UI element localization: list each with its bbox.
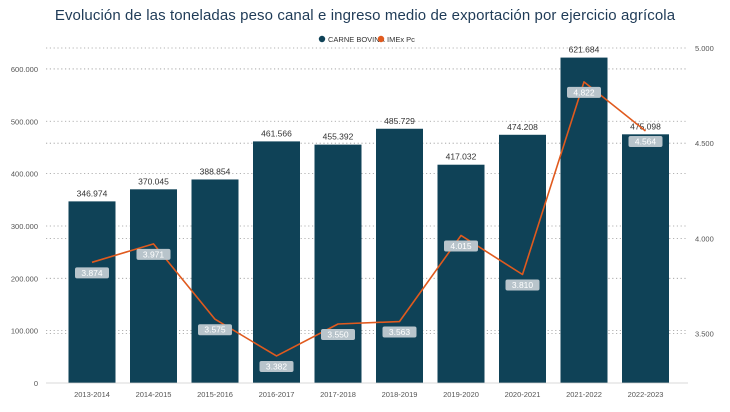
legend-label-line: IMEx Pc (387, 35, 415, 44)
bar (314, 144, 362, 383)
bar-value-label: 370.045 (138, 176, 169, 186)
bar (191, 179, 239, 383)
line-value-badge (505, 279, 540, 291)
line-value-badge (321, 328, 355, 340)
x-tick-label: 2020-2021 (505, 390, 541, 399)
legend-marker-bars (318, 35, 326, 43)
y-left-tick-label: 100.000 (11, 327, 38, 336)
line-value-badge (75, 267, 109, 279)
line-value-label: 3.874 (81, 268, 103, 278)
line-value-badge (444, 240, 478, 252)
line-value-badge (136, 248, 171, 260)
line-series (91, 81, 646, 357)
line-value-label: 4.564 (635, 136, 657, 146)
y-left-tick-label: 600.000 (11, 65, 38, 74)
bar (376, 128, 423, 383)
y-left-tick-label: 300.000 (11, 222, 38, 231)
bar (68, 201, 116, 383)
x-tick-label: 2015-2016 (197, 390, 233, 399)
legend-label-bars: CARNE BOVINA (328, 35, 385, 44)
line-value-label: 3.563 (389, 327, 411, 337)
bar (253, 141, 300, 383)
bar (437, 164, 485, 383)
y-left-tick-label: 500.000 (11, 117, 38, 126)
bar-value-label: 475.098 (630, 121, 661, 131)
line-value-badge (567, 86, 601, 98)
bar-value-label: 346.974 (77, 188, 108, 198)
legend-marker-line (377, 35, 385, 43)
bar-value-label: 388.854 (200, 166, 231, 176)
line-value-label: 4.015 (450, 241, 472, 251)
bar (622, 134, 669, 383)
chart-title: Evolución de las toneladas peso canal e … (54, 7, 676, 24)
bar-value-label: 474.208 (507, 122, 538, 132)
x-tick-label: 2018-2019 (382, 390, 418, 399)
bar-value-label: 485.729 (384, 116, 415, 126)
bar-value-label: 461.566 (261, 128, 292, 138)
line-value-badge (198, 324, 232, 336)
x-tick-label: 2019-2020 (443, 390, 479, 399)
bar (499, 134, 546, 383)
line-value-badge (382, 326, 417, 338)
line-value-label: 3.550 (327, 329, 349, 339)
x-tick-label: 2014-2015 (136, 390, 172, 399)
line-value-label: 3.971 (143, 249, 165, 259)
x-tick-label: 2013-2014 (74, 390, 110, 399)
y-left-tick-label: 200.000 (11, 274, 38, 283)
bar (130, 189, 177, 383)
line-value-badge (628, 135, 663, 147)
x-tick-label: 2017-2018 (320, 390, 356, 399)
line-value-label: 3.575 (204, 325, 226, 335)
bar-value-label: 621.684 (569, 45, 600, 55)
y-right-tick-label: 3.500 (695, 330, 714, 339)
line-value-badge (259, 360, 294, 372)
y-left-tick-label: 400.000 (11, 170, 38, 179)
bar (560, 57, 608, 383)
y-left-tick-label: 0 (34, 379, 38, 388)
bar-value-label: 455.392 (323, 132, 354, 142)
line-value-label: 3.810 (512, 280, 534, 290)
x-tick-label: 2016-2017 (259, 390, 295, 399)
y-right-tick-label: 4.500 (695, 139, 714, 148)
x-tick-label: 2022-2023 (628, 390, 664, 399)
line-value-label: 4.822 (573, 87, 595, 97)
y-right-tick-label: 4.000 (695, 234, 714, 243)
line-value-label: 3.382 (266, 361, 288, 371)
x-tick-label: 2021-2022 (566, 390, 602, 399)
bar-value-label: 417.032 (446, 152, 477, 162)
y-right-tick-label: 5.000 (695, 44, 714, 53)
